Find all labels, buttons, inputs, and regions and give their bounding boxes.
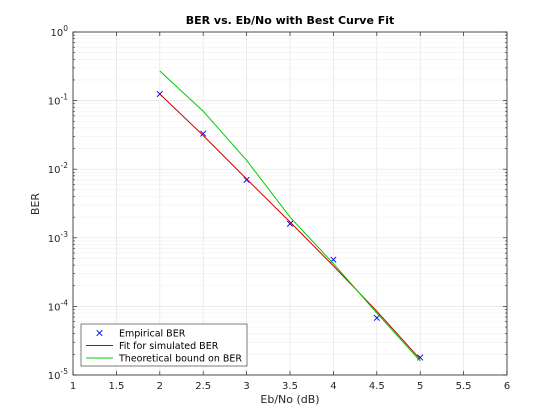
y-tick-label: 10-1 [48, 93, 68, 108]
grid [72, 31, 508, 376]
legend-marker-swatch [96, 329, 103, 337]
x-tick-label: 4 [330, 381, 336, 392]
x-tick-label: 1.5 [108, 381, 124, 392]
legend-label: Fit for simulated BER [119, 341, 219, 352]
marker-stroke [243, 176, 250, 183]
data-point-marker [200, 130, 207, 137]
legend-label: Theoretical bound on BER [118, 354, 242, 365]
data-point-marker [373, 314, 380, 322]
y-tick-label: 10-5 [48, 367, 68, 382]
x-tick-label: 3.5 [282, 381, 298, 392]
marker-stroke [156, 90, 163, 98]
x-tick-label: 4.5 [369, 381, 385, 392]
marker-stroke [373, 314, 380, 322]
y-axis-label: BER [29, 193, 42, 215]
legend-label: Empirical BER [119, 329, 186, 340]
marker-stroke [286, 220, 294, 227]
series-line-1 [159, 93, 421, 360]
x-tick-label: 2 [157, 381, 163, 392]
x-tick-label: 5.5 [456, 381, 472, 392]
series [156, 70, 424, 362]
y-tick-label: 10-2 [48, 161, 68, 176]
y-tick-label: 100 [50, 24, 68, 39]
marker-stroke [200, 130, 207, 137]
data-point-marker [243, 176, 250, 183]
x-axis-label: Eb/No (dB) [260, 393, 319, 406]
series-line-2 [159, 70, 421, 362]
chart-title: BER vs. Eb/No with Best Curve Fit [186, 14, 395, 27]
x-tick-label: 3 [243, 381, 249, 392]
x-tick-label: 6 [504, 381, 510, 392]
x-tick-label: 5 [417, 381, 423, 392]
ticks: 1 1.5 2 2.5 3 3.5 4 4.5 5 5.5 6 10-5 10-4 10-3 10-2 10-… [48, 24, 510, 392]
y-tick-label: 10-4 [48, 298, 68, 313]
data-point-marker [286, 220, 294, 227]
y-tick-label: 10-3 [48, 230, 68, 245]
x-tick-label: 1 [70, 381, 76, 392]
x-tick-label: 2.5 [195, 381, 211, 392]
